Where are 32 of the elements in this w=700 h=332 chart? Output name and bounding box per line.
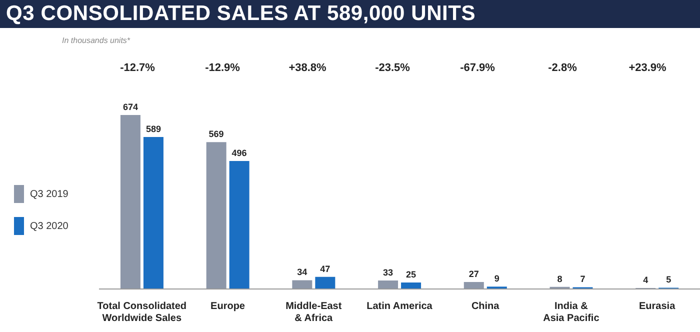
- data-label: 496: [232, 148, 247, 158]
- x-tick-label: China: [471, 301, 500, 312]
- data-label: 4: [643, 274, 648, 285]
- text: -67.9%: [459, 62, 496, 74]
- data-label: 569: [208, 129, 224, 140]
- text: +38.8%: [288, 62, 328, 74]
- x-tick-label: Total Consolidated Worldwide Sales: [97, 301, 187, 324]
- legend-label: Q3 2019: [30, 188, 68, 200]
- chart-subtitle: In thousands units*: [62, 36, 130, 45]
- data-label: 589: [146, 124, 161, 134]
- x-tick-label: Eurasia: [639, 301, 676, 312]
- x-tick-label: Europe: [210, 301, 246, 312]
- x-tick-label: Latin America: [366, 301, 433, 312]
- x-tick-label: India & Asia Pacific: [543, 301, 600, 324]
- data-label: 8: [557, 274, 562, 284]
- text: -2.8%: [547, 62, 578, 74]
- legend-label: Q3 2020: [30, 220, 68, 232]
- text: -23.5%: [374, 62, 411, 74]
- data-label: 27: [468, 269, 479, 280]
- data-label: 674: [122, 102, 138, 112]
- data-label: 47: [320, 264, 330, 274]
- data-label: 34: [297, 267, 308, 278]
- text: -12.7%: [119, 62, 156, 74]
- data-label: 5: [666, 274, 672, 285]
- data-label: 9: [494, 274, 500, 284]
- data-label: 25: [406, 270, 416, 280]
- x-tick-label: Middle-East & Africa: [286, 301, 342, 324]
- text: +23.9%: [628, 62, 668, 74]
- chart-title: Q3 CONSOLIDATED SALES AT 589,000 UNITS: [0, 0, 700, 28]
- text: -12.9%: [204, 62, 241, 74]
- data-label: 33: [383, 267, 394, 278]
- data-label: 7: [580, 274, 586, 284]
